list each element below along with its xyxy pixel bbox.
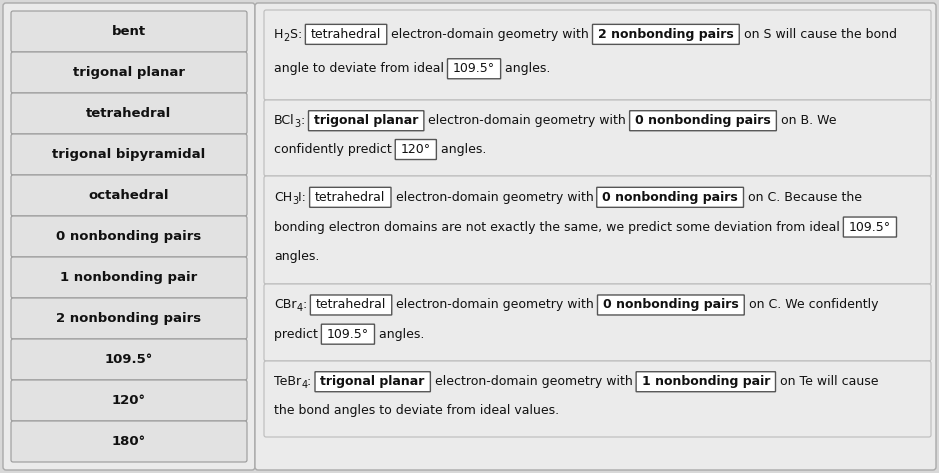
Text: angles.: angles.: [274, 250, 319, 263]
Text: bonding electron domains are not exactly the same, we predict some deviation fro: bonding electron domains are not exactly…: [274, 220, 844, 234]
Text: electron-domain geometry with: electron-domain geometry with: [393, 298, 598, 312]
Text: angles.: angles.: [375, 328, 424, 341]
Text: 109.5°: 109.5°: [105, 353, 153, 366]
Text: 120°: 120°: [401, 143, 431, 156]
FancyBboxPatch shape: [255, 3, 936, 470]
Text: 109.5°: 109.5°: [453, 62, 495, 75]
Text: 1 nonbonding pair: 1 nonbonding pair: [641, 375, 770, 388]
FancyBboxPatch shape: [11, 93, 247, 134]
Text: :: :: [300, 114, 309, 127]
Text: electron-domain geometry with: electron-domain geometry with: [424, 114, 630, 127]
Text: 2 nonbonding pairs: 2 nonbonding pairs: [598, 28, 733, 41]
FancyBboxPatch shape: [11, 134, 247, 175]
Text: 120°: 120°: [112, 394, 146, 407]
FancyBboxPatch shape: [264, 361, 931, 437]
Text: on C. We confidently: on C. We confidently: [745, 298, 878, 312]
FancyBboxPatch shape: [636, 372, 776, 392]
Text: tetrahedral: tetrahedral: [316, 298, 386, 312]
FancyBboxPatch shape: [11, 175, 247, 216]
Text: :: :: [307, 375, 316, 388]
Text: trigonal planar: trigonal planar: [73, 66, 185, 79]
FancyBboxPatch shape: [315, 372, 430, 392]
FancyBboxPatch shape: [310, 187, 391, 207]
FancyBboxPatch shape: [11, 380, 247, 421]
FancyBboxPatch shape: [597, 187, 744, 207]
Text: on S will cause the bond: on S will cause the bond: [740, 28, 897, 41]
Text: on B. We: on B. We: [777, 114, 837, 127]
Text: predict: predict: [274, 328, 322, 341]
FancyBboxPatch shape: [311, 295, 392, 315]
Text: tetrahedral: tetrahedral: [316, 191, 386, 204]
Text: 4: 4: [301, 380, 307, 390]
Text: 180°: 180°: [112, 435, 146, 448]
FancyBboxPatch shape: [3, 3, 255, 470]
Text: CBr: CBr: [274, 298, 297, 312]
Text: :: :: [302, 298, 311, 312]
Text: 0 nonbonding pairs: 0 nonbonding pairs: [56, 230, 202, 243]
Text: octahedral: octahedral: [89, 189, 169, 202]
Text: 4: 4: [297, 303, 302, 314]
Text: 1 nonbonding pair: 1 nonbonding pair: [60, 271, 197, 284]
Text: 0 nonbonding pairs: 0 nonbonding pairs: [603, 298, 739, 312]
FancyBboxPatch shape: [593, 25, 739, 44]
Text: 109.5°: 109.5°: [849, 220, 891, 234]
FancyBboxPatch shape: [264, 176, 931, 284]
Text: electron-domain geometry with: electron-domain geometry with: [387, 28, 593, 41]
FancyBboxPatch shape: [11, 257, 247, 298]
FancyBboxPatch shape: [305, 25, 387, 44]
FancyBboxPatch shape: [395, 140, 437, 159]
Text: on Te will cause: on Te will cause: [776, 375, 879, 388]
Text: on C. Because the: on C. Because the: [744, 191, 862, 204]
Text: electron-domain geometry with: electron-domain geometry with: [392, 191, 597, 204]
Text: 3: 3: [292, 196, 299, 206]
FancyBboxPatch shape: [321, 324, 375, 344]
Text: bent: bent: [112, 25, 146, 38]
Text: 3: 3: [295, 119, 300, 129]
Text: 109.5°: 109.5°: [327, 328, 369, 341]
Text: angle to deviate from ideal: angle to deviate from ideal: [274, 62, 448, 75]
Text: the bond angles to deviate from ideal values.: the bond angles to deviate from ideal va…: [274, 404, 559, 417]
FancyBboxPatch shape: [11, 298, 247, 339]
FancyBboxPatch shape: [264, 284, 931, 361]
Text: confidently predict: confidently predict: [274, 143, 395, 156]
FancyBboxPatch shape: [597, 295, 745, 315]
Text: 2: 2: [284, 33, 289, 43]
Text: 0 nonbonding pairs: 0 nonbonding pairs: [602, 191, 738, 204]
FancyBboxPatch shape: [843, 217, 897, 237]
Text: tetrahedral: tetrahedral: [311, 28, 381, 41]
Text: angles.: angles.: [437, 143, 486, 156]
FancyBboxPatch shape: [448, 59, 500, 79]
FancyBboxPatch shape: [264, 100, 931, 176]
Text: tetrahedral: tetrahedral: [86, 107, 172, 120]
Text: trigonal bipyramidal: trigonal bipyramidal: [53, 148, 206, 161]
Text: trigonal planar: trigonal planar: [320, 375, 424, 388]
FancyBboxPatch shape: [264, 10, 931, 100]
FancyBboxPatch shape: [11, 339, 247, 380]
FancyBboxPatch shape: [11, 11, 247, 52]
Text: S:: S:: [289, 28, 306, 41]
Text: angles.: angles.: [501, 62, 550, 75]
FancyBboxPatch shape: [11, 421, 247, 462]
Text: electron-domain geometry with: electron-domain geometry with: [431, 375, 637, 388]
FancyBboxPatch shape: [309, 111, 423, 131]
Text: TeBr: TeBr: [274, 375, 301, 388]
FancyBboxPatch shape: [630, 111, 777, 131]
Text: CH: CH: [274, 191, 292, 204]
Text: 0 nonbonding pairs: 0 nonbonding pairs: [635, 114, 771, 127]
Text: 2 nonbonding pairs: 2 nonbonding pairs: [56, 312, 202, 325]
Text: trigonal planar: trigonal planar: [314, 114, 419, 127]
FancyBboxPatch shape: [11, 52, 247, 93]
Text: BCl: BCl: [274, 114, 295, 127]
Text: I:: I:: [299, 191, 310, 204]
FancyBboxPatch shape: [11, 216, 247, 257]
Text: H: H: [274, 28, 284, 41]
